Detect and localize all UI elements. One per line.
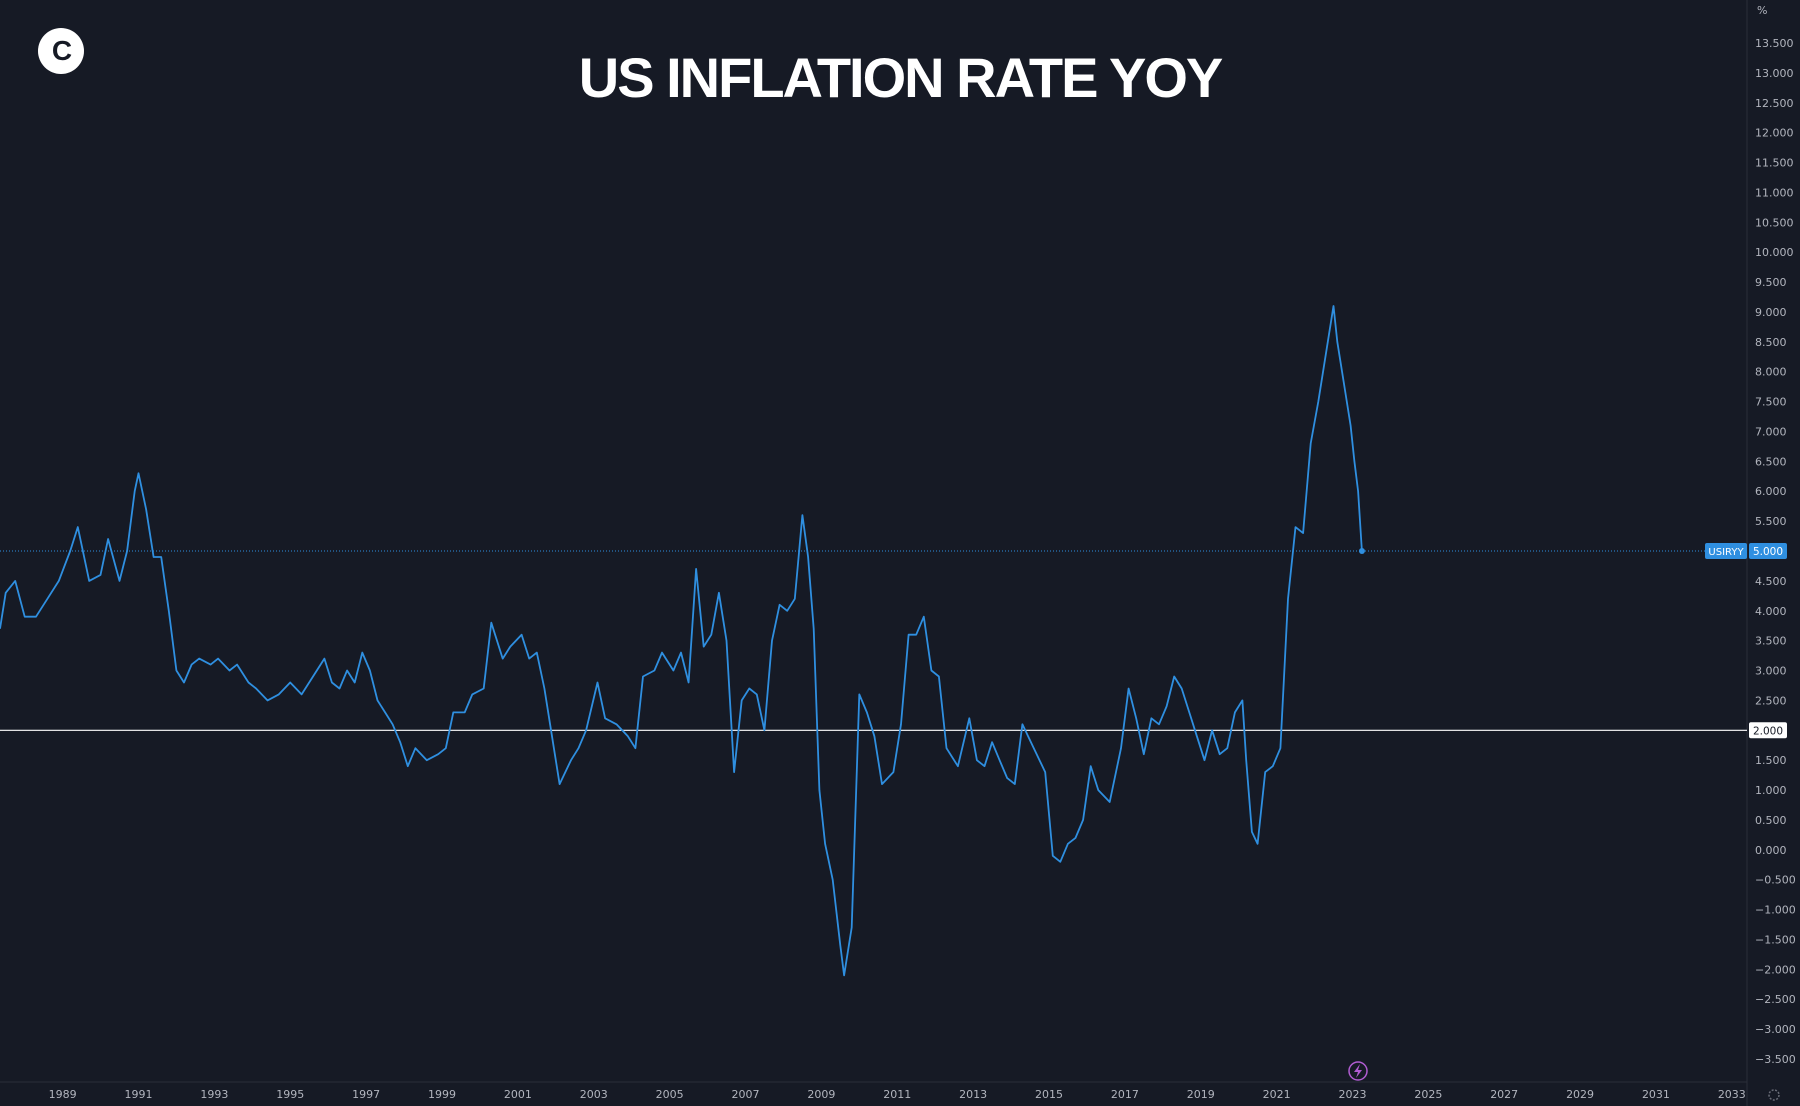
- last-point-marker[interactable]: [1358, 548, 1365, 554]
- y-tick-label: 7.500: [1755, 396, 1787, 409]
- gear-icon-shape: [1768, 1089, 1780, 1101]
- x-tick-label: 2025: [1414, 1088, 1442, 1101]
- y-tick-label: 7.000: [1755, 425, 1787, 438]
- y-tick-label: 12.500: [1755, 97, 1794, 110]
- reference-value-label: 2.000: [1753, 725, 1783, 737]
- y-tick-label: 9.500: [1755, 276, 1787, 289]
- y-tick-label: 4.000: [1755, 605, 1787, 618]
- last-value-badge-bg: [1749, 543, 1787, 559]
- y-tick-label: 6.500: [1755, 455, 1787, 468]
- y-tick-label: 10.000: [1755, 246, 1794, 259]
- reference-value-badge[interactable]: 2.000: [1749, 722, 1787, 739]
- y-tick-label: 1.500: [1755, 754, 1787, 767]
- x-tick-label: 2003: [580, 1088, 608, 1101]
- x-tick-label: 2031: [1642, 1088, 1670, 1101]
- x-tick-label: 2005: [656, 1088, 684, 1101]
- y-tick-label: −3.000: [1755, 1023, 1796, 1036]
- y-tick-label: 13.000: [1755, 67, 1794, 80]
- y-tick-label: 3.500: [1755, 635, 1787, 648]
- x-tick-label: 2021: [1263, 1088, 1291, 1101]
- event-marker[interactable]: [1348, 1061, 1368, 1081]
- y-tick-label: 8.000: [1755, 366, 1787, 379]
- y-tick-label: 4.500: [1755, 575, 1787, 588]
- last-value-label: 5.000: [1753, 546, 1783, 558]
- y-axis[interactable]: 13.500 13.000 12.500 12.000 11.500 11.000 10.5…: [1755, 37, 1796, 1066]
- y-tick-label: 5.500: [1755, 515, 1787, 528]
- series-name-badge-bg: [1705, 543, 1747, 559]
- reference-value-badge-bg: [1749, 722, 1787, 739]
- y-tick-label: 8.500: [1755, 336, 1787, 349]
- gear-icon[interactable]: [1768, 1089, 1780, 1101]
- y-tick-label: 10.500: [1755, 216, 1794, 229]
- x-tick-label: 2009: [807, 1088, 835, 1101]
- last-value-badge[interactable]: 5.000: [1749, 543, 1787, 559]
- y-tick-label: −1.500: [1755, 933, 1796, 946]
- x-tick-label: 1999: [428, 1088, 456, 1101]
- series-line-usiryy[interactable]: [0, 305, 1363, 977]
- y-tick-label: 0.000: [1755, 844, 1787, 857]
- x-tick-label: 2011: [883, 1088, 911, 1101]
- y-tick-label: 0.500: [1755, 814, 1787, 827]
- x-tick-label: 2007: [731, 1088, 759, 1101]
- y-tick-label: 1.000: [1755, 784, 1787, 797]
- x-tick-label: 2023: [1338, 1088, 1366, 1101]
- y-tick-label: −0.500: [1755, 874, 1796, 887]
- y-tick-label: 2.500: [1755, 694, 1787, 707]
- y-tick-label: −1.000: [1755, 904, 1796, 917]
- series-name-label: USIRYY: [1708, 547, 1744, 558]
- y-axis-unit: %: [1757, 4, 1767, 17]
- logo-badge: [38, 28, 84, 74]
- x-axis[interactable]: 1989 1991 1993 1995 1997 1999 2001 2003 2005 2007…: [49, 1088, 1746, 1101]
- y-tick-label: 9.000: [1755, 306, 1787, 319]
- x-tick-label: 1993: [200, 1088, 228, 1101]
- x-tick-label: 1995: [276, 1088, 304, 1101]
- x-tick-label: 1989: [49, 1088, 77, 1101]
- event-circle: [1348, 1061, 1368, 1081]
- x-tick-label: 2017: [1111, 1088, 1139, 1101]
- y-tick-label: −2.500: [1755, 993, 1796, 1006]
- x-tick-label: 2015: [1035, 1088, 1063, 1101]
- y-tick-label: 11.500: [1755, 157, 1794, 170]
- x-tick-label: 2033: [1718, 1088, 1746, 1101]
- y-tick-label: 3.000: [1755, 665, 1787, 678]
- y-tick-label: 12.000: [1755, 127, 1794, 140]
- x-tick-label: 2027: [1490, 1088, 1518, 1101]
- y-tick-label: 13.500: [1755, 37, 1794, 50]
- x-tick-label: 2029: [1566, 1088, 1594, 1101]
- y-tick-label: 6.000: [1755, 485, 1787, 498]
- y-tick-label: 11.000: [1755, 186, 1794, 199]
- x-tick-label: 2001: [504, 1088, 532, 1101]
- chart-title: US INFLATION RATE YOY: [579, 46, 1223, 109]
- series-name-badge[interactable]: USIRYY: [1705, 543, 1747, 559]
- x-tick-label: 2013: [959, 1088, 987, 1101]
- y-tick-label: −2.000: [1755, 963, 1796, 976]
- x-tick-label: 1997: [352, 1088, 380, 1101]
- y-tick-label: −3.500: [1755, 1053, 1796, 1066]
- logo: C: [38, 28, 84, 74]
- x-tick-label: 1991: [124, 1088, 152, 1101]
- logo-icon: C: [52, 35, 72, 66]
- lightning-icon: [1354, 1064, 1362, 1078]
- x-tick-label: 2019: [1187, 1088, 1215, 1101]
